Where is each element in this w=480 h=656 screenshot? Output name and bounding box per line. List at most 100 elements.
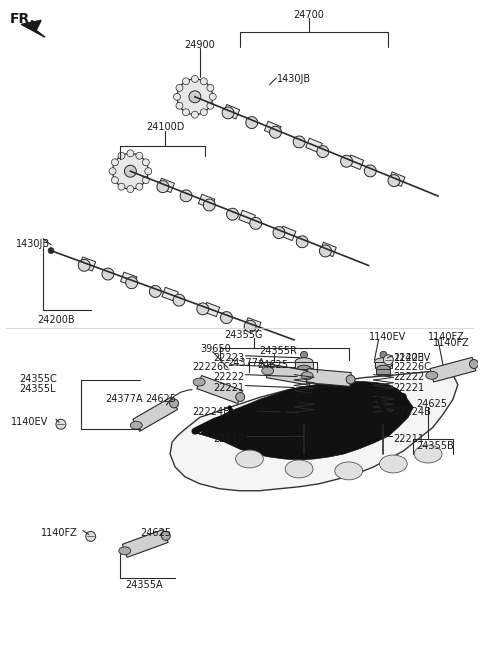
Polygon shape [264,121,281,136]
Bar [297,369,311,374]
Polygon shape [347,155,364,169]
Ellipse shape [285,460,313,478]
Circle shape [176,102,183,109]
Text: 24625: 24625 [416,400,447,409]
Polygon shape [197,375,242,403]
Polygon shape [203,302,220,317]
Text: 22221: 22221 [394,382,424,392]
Text: 24355B: 24355B [416,441,454,451]
Text: FR.: FR. [9,12,35,26]
Circle shape [207,102,214,109]
Ellipse shape [301,372,313,380]
Circle shape [161,531,170,541]
Text: 1140EV: 1140EV [395,353,432,363]
Polygon shape [198,194,215,209]
Circle shape [300,352,308,358]
Text: 24355R: 24355R [259,346,297,356]
Circle shape [384,355,394,365]
Circle shape [127,150,134,157]
Circle shape [209,93,216,100]
Circle shape [111,159,119,166]
Circle shape [380,352,387,358]
Polygon shape [388,172,405,186]
Circle shape [86,531,96,541]
Ellipse shape [119,547,131,555]
Ellipse shape [320,245,331,257]
Circle shape [56,419,66,429]
Text: 1140FZ: 1140FZ [41,529,78,539]
Ellipse shape [388,174,400,186]
Circle shape [192,75,198,83]
Text: 22224B: 22224B [394,407,431,417]
Text: 24355C: 24355C [19,374,57,384]
Ellipse shape [157,180,169,193]
Text: 22223: 22223 [214,353,244,363]
Ellipse shape [335,462,362,480]
Ellipse shape [295,358,313,365]
Circle shape [109,168,116,174]
Text: 24625: 24625 [257,359,288,370]
Bar [295,361,313,368]
Ellipse shape [373,413,394,420]
Circle shape [127,186,134,193]
Text: 24355A: 24355A [125,580,163,590]
Ellipse shape [414,445,442,463]
Polygon shape [245,318,261,332]
Ellipse shape [262,367,274,375]
Circle shape [145,168,152,174]
Polygon shape [170,372,458,491]
Ellipse shape [236,450,264,468]
Polygon shape [266,364,312,385]
Bar [374,361,392,368]
Circle shape [136,183,143,190]
Circle shape [136,152,143,159]
Ellipse shape [126,277,138,289]
Text: 39650: 39650 [200,344,230,354]
Ellipse shape [377,419,389,425]
Circle shape [177,79,213,115]
Ellipse shape [372,453,396,463]
Circle shape [346,375,355,384]
Text: 1140EV: 1140EV [12,417,48,427]
Text: 1430JB: 1430JB [277,74,312,84]
Ellipse shape [180,190,192,202]
Ellipse shape [380,455,407,473]
Circle shape [48,247,54,254]
Circle shape [143,176,149,184]
Ellipse shape [273,226,285,239]
Circle shape [306,374,315,383]
Text: 1140FZ: 1140FZ [428,332,465,342]
Circle shape [192,111,198,118]
Ellipse shape [374,358,392,365]
Circle shape [118,152,125,159]
Polygon shape [239,210,255,224]
Text: 24377A: 24377A [228,358,265,368]
Polygon shape [306,138,323,153]
Ellipse shape [149,285,161,297]
Ellipse shape [426,371,438,379]
Circle shape [469,359,479,369]
Circle shape [169,399,179,408]
Circle shape [182,78,190,85]
Ellipse shape [364,165,376,177]
Text: 22224B: 22224B [192,407,229,417]
Circle shape [118,183,125,190]
Text: 24900: 24900 [184,40,215,51]
Text: 24377A: 24377A [106,394,143,405]
Ellipse shape [250,217,262,230]
Text: 24700: 24700 [294,10,324,20]
Ellipse shape [297,365,311,372]
Circle shape [207,85,214,91]
Polygon shape [79,257,96,271]
Text: 22221: 22221 [214,382,244,392]
Text: 24100D: 24100D [146,121,184,132]
Polygon shape [120,272,137,286]
Ellipse shape [222,107,234,119]
Text: 24355L: 24355L [19,384,56,394]
Ellipse shape [292,453,316,463]
Text: 24625: 24625 [145,394,176,405]
Ellipse shape [294,413,314,420]
Text: 22212: 22212 [214,434,244,444]
Polygon shape [320,242,336,256]
Ellipse shape [376,365,390,372]
